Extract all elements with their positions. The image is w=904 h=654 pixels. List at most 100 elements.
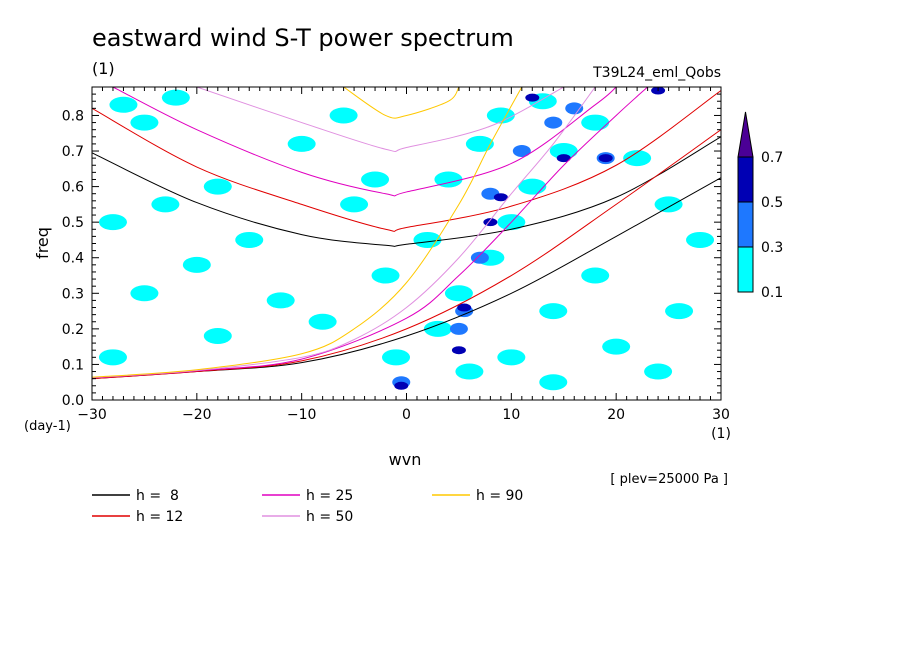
- power-patch: [497, 349, 526, 366]
- colorbar-label: 0.1: [761, 285, 783, 301]
- power-patch: [455, 363, 484, 380]
- y-tick-label: 0.0: [62, 393, 84, 409]
- x-axis-label: wvn: [389, 450, 422, 469]
- power-patch: [308, 313, 337, 330]
- power-patch: [470, 251, 489, 264]
- power-patch: [539, 374, 568, 391]
- x-axis: −30 −20 −10 0 10 20 30: [77, 87, 730, 423]
- colorbar-box: [737, 246, 754, 293]
- dispersion-curve: [92, 90, 721, 232]
- power-patch: [182, 256, 211, 273]
- power-patch: [465, 135, 494, 152]
- chart-subtitle-right: T39L24_eml_Qobs: [592, 65, 721, 81]
- y-tick-label: 0.7: [62, 144, 84, 160]
- x-tick-label: 20: [607, 407, 625, 423]
- power-patch: [109, 96, 138, 113]
- power-patch: [361, 171, 390, 188]
- power-patch: [581, 114, 610, 131]
- legend-label: h = 25: [306, 488, 353, 504]
- power-patch: [565, 102, 584, 115]
- power-patch: [203, 178, 232, 195]
- y-tick-label: 0.1: [62, 357, 84, 373]
- power-patch: [329, 107, 358, 124]
- power-patch: [581, 267, 610, 284]
- legend-label: h = 50: [306, 509, 353, 525]
- power-patch: [161, 89, 190, 106]
- power-patch: [151, 196, 180, 213]
- power-patch: [371, 267, 400, 284]
- power-patch: [266, 292, 295, 309]
- power-patch: [493, 193, 508, 202]
- colorbar-label: 0.5: [761, 195, 783, 211]
- power-patch: [602, 338, 631, 355]
- power-patch: [449, 322, 468, 335]
- colorbar-box: [737, 201, 754, 248]
- dispersion-curve: [92, 136, 721, 247]
- y-axis-label: freq: [33, 227, 52, 259]
- y-tick-label: 0.3: [62, 286, 84, 302]
- power-patch: [644, 363, 673, 380]
- power-patch: [98, 214, 127, 231]
- y-tick-label: 0.4: [62, 251, 84, 267]
- plev-annotation: [ plev=25000 Pa ]: [610, 472, 728, 487]
- power-patch: [512, 145, 531, 158]
- x-tick-label: −10: [287, 407, 317, 423]
- y-tick-label: 0.8: [62, 108, 84, 124]
- power-patch: [203, 327, 232, 344]
- dispersion-curve: [92, 129, 721, 380]
- dispersion-curve: [196, 87, 564, 153]
- legend-label: h = 12: [136, 509, 183, 525]
- legend-label: h = 90: [476, 488, 523, 504]
- y-axis: 0.0 0.1 0.2 0.3 0.4 0.5 0.6 0.7 0.8: [62, 86, 721, 409]
- power-patch: [98, 349, 127, 366]
- colorbar-box: [737, 156, 754, 203]
- power-patch: [423, 320, 452, 337]
- dispersion-curve: [92, 87, 648, 379]
- colorbar-arrow: [737, 111, 754, 158]
- power-patch: [394, 381, 409, 390]
- power-patch: [235, 231, 264, 248]
- power-patch: [556, 154, 571, 163]
- power-patch: [686, 231, 715, 248]
- x-tick-label: 0: [402, 407, 411, 423]
- power-patch: [544, 116, 563, 129]
- x-tick-label: −20: [182, 407, 212, 423]
- power-patch: [287, 135, 316, 152]
- dispersion-curves: [92, 87, 721, 380]
- colorbar: 0.7 0.5 0.3 0.1: [737, 111, 783, 301]
- power-patch: [549, 143, 578, 160]
- power-patch: [130, 114, 159, 131]
- colorbar-label: 0.3: [761, 240, 783, 256]
- power-patch: [340, 196, 369, 213]
- power-patch: [434, 171, 463, 188]
- x-axis-unit: (1): [711, 426, 731, 442]
- power-patch: [486, 107, 515, 124]
- power-patch: [654, 196, 683, 213]
- legend: h = 8 h = 12 h = 25 h = 50 h = 90: [92, 488, 523, 525]
- power-patch: [457, 303, 472, 312]
- dispersion-curve: [343, 87, 460, 119]
- x-tick-label: 30: [712, 407, 730, 423]
- power-patch: [623, 150, 652, 167]
- dispersion-curve: [112, 87, 617, 197]
- power-patch: [518, 178, 547, 195]
- dispersion-curve: [92, 87, 596, 379]
- chart-subtitle-left: (1): [92, 59, 115, 78]
- y-tick-label: 0.2: [62, 322, 84, 338]
- colorbar-label: 0.7: [761, 150, 783, 166]
- power-patch: [665, 303, 694, 320]
- power-patch: [525, 93, 540, 102]
- dispersion-curve: [92, 87, 523, 378]
- x-tick-label: 10: [502, 407, 520, 423]
- y-tick-label: 0.6: [62, 180, 84, 196]
- power-patch: [382, 349, 411, 366]
- power-patches: [98, 87, 715, 391]
- power-patch: [130, 285, 159, 302]
- legend-label: h = 8: [136, 488, 179, 504]
- chart-title: eastward wind S-T power spectrum: [92, 24, 514, 52]
- power-patch: [451, 346, 466, 355]
- x-tick-label: −30: [77, 407, 107, 423]
- power-patch: [444, 285, 473, 302]
- power-patch: [598, 154, 613, 163]
